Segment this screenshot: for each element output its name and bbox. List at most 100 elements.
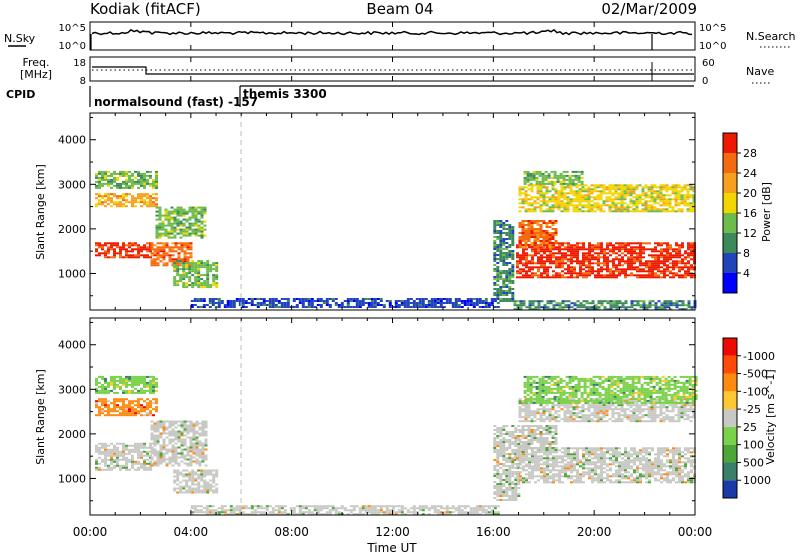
velocity-cell xyxy=(125,410,128,413)
power-cell xyxy=(457,300,461,302)
velocity-cell xyxy=(499,491,503,493)
velocity-cell xyxy=(153,460,157,463)
velocity-cell xyxy=(430,505,434,508)
power-cell xyxy=(185,266,189,269)
velocity-cell xyxy=(478,509,482,512)
velocity-cell xyxy=(346,509,350,512)
velocity-cell xyxy=(146,446,149,449)
power-cell xyxy=(137,172,140,175)
power-cell xyxy=(95,172,98,175)
freq-tick-bottom: 8 xyxy=(80,76,86,87)
velocity-cell xyxy=(391,511,395,514)
power-cell xyxy=(508,280,512,282)
power-cell xyxy=(537,304,541,307)
power-cell xyxy=(660,242,663,245)
power-cell xyxy=(532,178,536,181)
power-cell xyxy=(585,256,588,259)
power-cell xyxy=(650,194,654,197)
power-cell xyxy=(677,194,681,197)
power-cell xyxy=(421,300,425,302)
power-cell xyxy=(256,304,260,306)
velocity-cell xyxy=(168,460,172,463)
velocity-cell xyxy=(110,454,113,457)
velocity-cell xyxy=(519,459,522,462)
power-cell xyxy=(502,278,506,280)
power-cell xyxy=(542,236,546,238)
power-cell xyxy=(615,266,618,269)
power-cell xyxy=(196,300,200,302)
power-cell xyxy=(191,222,195,225)
velocity-cell xyxy=(186,420,190,423)
power-cell xyxy=(635,202,639,205)
power-cell xyxy=(490,300,494,302)
power-cell xyxy=(563,208,567,211)
power-cell xyxy=(212,282,216,285)
power-cell xyxy=(602,192,606,195)
velocity-cell xyxy=(195,450,199,453)
power-cell xyxy=(678,268,681,271)
power-cell xyxy=(623,206,627,209)
power-cell xyxy=(298,300,302,302)
power-cell xyxy=(636,260,639,263)
power-cell xyxy=(212,276,216,279)
power-cell xyxy=(179,224,183,227)
velocity-cell xyxy=(171,422,175,425)
power-cell xyxy=(137,182,140,185)
velocity-cell xyxy=(156,452,160,455)
velocity-cell xyxy=(203,473,207,476)
power-cell xyxy=(548,226,552,228)
power-cell xyxy=(621,268,624,271)
power-cell xyxy=(642,308,646,311)
velocity-cell xyxy=(177,464,181,467)
power-cell xyxy=(636,256,639,259)
velocity-cell xyxy=(493,491,497,493)
velocity-cell xyxy=(137,456,140,459)
power-cell xyxy=(635,200,639,203)
power-cell xyxy=(690,276,693,279)
velocity-cell xyxy=(188,479,192,482)
power-cell xyxy=(651,248,654,251)
velocity-cell xyxy=(502,453,506,455)
power-cell xyxy=(677,196,681,199)
velocity-cell xyxy=(313,509,317,512)
power-cell xyxy=(202,300,206,302)
power-cell xyxy=(617,194,621,197)
power-cell xyxy=(445,298,449,300)
velocity-cell xyxy=(508,433,512,435)
velocity-cell xyxy=(259,505,263,508)
power-cell xyxy=(200,282,204,285)
power-cell xyxy=(153,260,157,263)
velocity-cell xyxy=(508,489,512,491)
velocity-cell xyxy=(322,505,326,508)
velocity-cell xyxy=(217,507,221,510)
power-cell xyxy=(173,228,177,231)
power-cell xyxy=(125,184,128,187)
power-cell xyxy=(542,196,546,199)
velocity-cell xyxy=(505,425,509,427)
power-cell xyxy=(182,218,186,221)
power-cell xyxy=(116,176,119,179)
velocity-cell xyxy=(325,513,329,516)
power-cell xyxy=(197,278,201,281)
velocity-cell xyxy=(95,387,98,390)
velocity-cell xyxy=(511,433,515,435)
power-cell xyxy=(499,242,503,244)
power-cell xyxy=(140,195,143,198)
velocity-cell xyxy=(174,442,178,445)
velocity-cell xyxy=(98,406,101,409)
velocity-cell xyxy=(143,454,146,457)
velocity-cell xyxy=(140,398,143,401)
power-cell xyxy=(654,302,658,305)
velocity-cell xyxy=(137,375,140,378)
velocity-cell xyxy=(484,513,488,516)
power-cell xyxy=(585,258,588,261)
power-cell xyxy=(95,248,98,251)
velocity-cell xyxy=(235,507,239,510)
power-cell xyxy=(642,242,645,245)
velocity-cell xyxy=(250,505,254,508)
velocity-cell xyxy=(183,430,187,433)
power-cell xyxy=(558,242,561,245)
power-cell xyxy=(508,278,512,280)
velocity-cell xyxy=(412,505,416,508)
power-cell xyxy=(430,302,434,304)
